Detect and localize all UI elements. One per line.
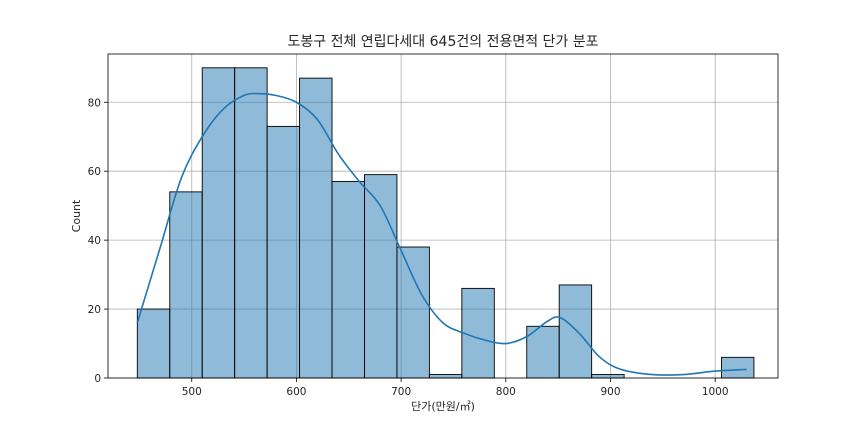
y-tick-label: 0 bbox=[94, 373, 101, 385]
histogram-bar bbox=[266, 125, 301, 379]
histogram-bar bbox=[136, 308, 171, 379]
y-tick-label: 40 bbox=[88, 235, 101, 247]
histogram-bar bbox=[591, 374, 625, 379]
kde-curve-layer bbox=[136, 92, 747, 376]
x-tick-label: 800 bbox=[496, 386, 516, 398]
y-axis-label: Count bbox=[70, 199, 83, 232]
x-axis-label: 단가(만원/㎡) bbox=[411, 400, 475, 413]
x-tick-label: 500 bbox=[182, 386, 202, 398]
plot-frame bbox=[107, 53, 779, 379]
kde-curve bbox=[136, 92, 747, 376]
histogram-bar bbox=[169, 191, 203, 379]
y-tick-label: 60 bbox=[88, 166, 101, 178]
x-tick-label: 1000 bbox=[702, 386, 729, 398]
x-axis-ticks: 500 600 700 800 900 1000 bbox=[182, 378, 729, 398]
y-tick-label: 20 bbox=[88, 304, 101, 316]
histogram-bar bbox=[201, 67, 236, 379]
x-tick-label: 900 bbox=[600, 386, 620, 398]
y-tick-label: 80 bbox=[88, 97, 101, 109]
histogram-bars bbox=[136, 67, 755, 379]
x-tick-label: 600 bbox=[286, 386, 306, 398]
histogram-bar bbox=[558, 284, 593, 379]
histogram-bar bbox=[299, 77, 333, 379]
histogram-bar bbox=[461, 287, 495, 379]
histogram-bar bbox=[428, 374, 463, 379]
y-axis-ticks: 0 20 40 60 80 bbox=[88, 97, 108, 385]
histogram-bar bbox=[364, 174, 398, 379]
x-tick-label: 700 bbox=[391, 386, 411, 398]
histogram-bar bbox=[396, 246, 430, 379]
histogram-bar bbox=[721, 356, 755, 379]
histogram-bar bbox=[331, 181, 365, 379]
histogram-bar bbox=[234, 67, 268, 379]
chart-title: 도봉구 전체 연립다세대 645건의 전용면적 단가 분포 bbox=[287, 34, 598, 50]
